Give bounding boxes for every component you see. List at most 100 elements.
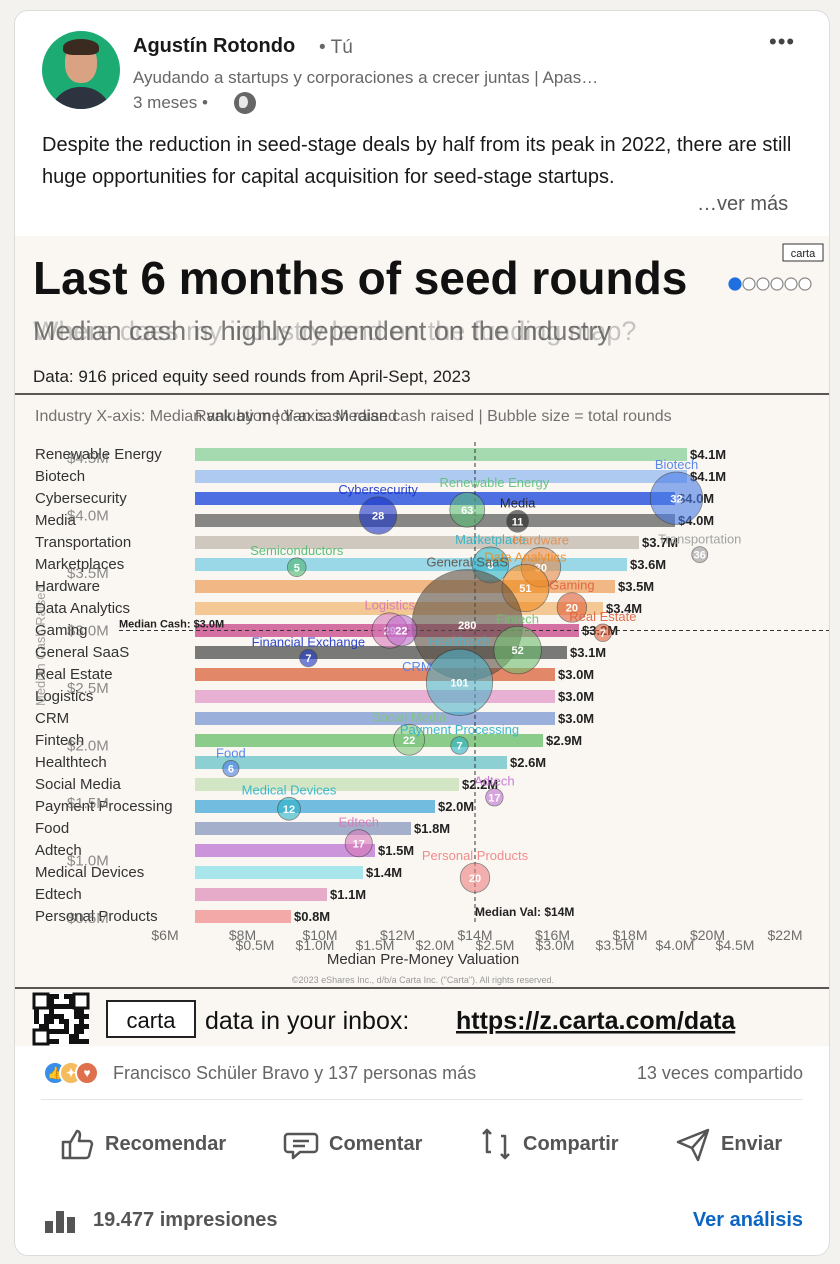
avatar-hair <box>63 39 99 55</box>
bar <box>195 668 555 681</box>
scatter-x-tick: $16M <box>535 927 570 943</box>
repost-icon <box>482 1128 510 1160</box>
bubble <box>344 829 373 858</box>
infographic-svg: carta Last 6 months of seed rounds Where… <box>15 243 829 1046</box>
post-text: Despite the reduction in seed-stage deal… <box>42 134 792 188</box>
carousel-pager[interactable] <box>728 277 812 291</box>
x-axis-title: Median Pre-Money Valuation <box>327 951 519 968</box>
bubble-industry-label: Financial Exchange <box>252 634 365 649</box>
recommend-button[interactable]: Recomendar <box>59 1123 226 1165</box>
repost-button[interactable]: Compartir <box>479 1123 619 1165</box>
bubble-count-label: 63 <box>461 505 473 517</box>
scatter-y-tick: $1.5M <box>67 795 109 812</box>
qr-module <box>84 1014 89 1019</box>
bubble-industry-label: Fintech <box>496 611 539 626</box>
bubble-count-label: 28 <box>372 511 384 523</box>
qr-module <box>69 1034 74 1039</box>
qr-code-icon <box>32 992 90 1046</box>
qr-module <box>49 1009 54 1014</box>
qr-module <box>59 1019 64 1024</box>
bubble <box>556 592 588 623</box>
bubble <box>593 623 613 642</box>
bar <box>195 800 435 813</box>
reaction-icons[interactable]: 👍 ✦ ♥ <box>43 1061 107 1087</box>
legend-line-a: Industry X-axis: Median valuation | Y-ax… <box>35 408 672 425</box>
bar-value-label: $2.0M <box>438 799 474 814</box>
qr-module <box>79 1019 84 1024</box>
scatter-y-tick: $2.0M <box>67 738 109 755</box>
pager-dot[interactable] <box>756 277 770 291</box>
bubble-industry-label: Renewable Energy <box>439 475 549 490</box>
bubble-count-label: 22 <box>403 735 415 747</box>
qr-module <box>74 1014 79 1019</box>
scatter-chart-layer: Median Cash: $3.0M Median Val: $14M $0.5M $… <box>33 442 829 943</box>
see-more-link[interactable]: …ver más <box>691 193 789 216</box>
bubble <box>393 723 426 756</box>
bar <box>195 470 687 483</box>
impressions-count: 19.477 impresiones <box>93 1209 278 1231</box>
love-icon: ♥ <box>75 1061 99 1085</box>
bubble <box>287 557 307 577</box>
median-cash-label: Median Cash: $3.0M <box>119 619 224 631</box>
qr-module <box>54 1004 59 1009</box>
bubble-count-label: 32 <box>670 493 682 505</box>
scatter-x-tick: $14M <box>457 927 492 943</box>
bar-x-tick: $1.5M <box>356 937 395 953</box>
pager-dot[interactable] <box>742 277 756 291</box>
bar-category-label: Renewable Energy <box>35 446 162 463</box>
bar <box>195 756 507 769</box>
send-label: Enviar <box>721 1132 783 1155</box>
repost-label: Compartir <box>523 1132 619 1155</box>
pager-dot[interactable] <box>784 277 798 291</box>
bar-x-tick: $2.5M <box>476 937 515 953</box>
bar-value-label: $1.5M <box>378 843 414 858</box>
bubble-industry-label: Real Estate <box>569 609 636 624</box>
bar-category-label: Biotech <box>35 468 85 485</box>
bubble-industry-label: General SaaS <box>426 555 508 570</box>
scatter-x-tick: $20M <box>690 927 725 943</box>
shares-count[interactable]: 13 veces compartido <box>636 1063 803 1083</box>
comment-button[interactable]: Comentar <box>283 1123 422 1165</box>
bubble-count-label: 17 <box>488 792 500 804</box>
bubble-industry-label: Social Media <box>372 709 447 724</box>
pager-dot[interactable] <box>798 277 812 291</box>
bar-value-label: $3.4M <box>606 601 642 616</box>
bubble <box>506 509 529 533</box>
pager-dot[interactable] <box>728 277 742 291</box>
send-button[interactable]: Enviar <box>675 1123 782 1165</box>
bar-category-label: Personal Products <box>35 908 158 925</box>
author-name[interactable]: Agustín Rotondo <box>133 35 296 57</box>
bar-category-label: Logistics <box>35 688 93 705</box>
qr-module <box>79 1024 84 1029</box>
view-analytics-link[interactable]: Ver análisis <box>692 1209 803 1231</box>
bar-category-label: Food <box>35 820 69 837</box>
bubble-count-label: 20 <box>469 873 481 885</box>
median-val-label: Median Val: $14M <box>475 905 574 919</box>
bubble-count-label: 7 <box>456 741 462 753</box>
more-horizontal-icon[interactable]: ••• <box>769 29 796 54</box>
reacted-by[interactable]: Francisco Schüler Bravo y 137 personas m… <box>113 1063 477 1083</box>
qr-module <box>44 1019 49 1024</box>
qr-finder <box>32 992 50 1010</box>
bar-category-label: Adtech <box>35 842 82 859</box>
bar-category-label: General SaaS <box>35 644 129 661</box>
scatter-y-axis-title: Median Cash Raised <box>33 585 48 706</box>
author-headline: Ayudando a startups y corporaciones a cr… <box>133 68 599 87</box>
infographic-image[interactable]: carta Last 6 months of seed rounds Where… <box>15 236 829 1046</box>
bar-value-label: $2.2M <box>462 777 498 792</box>
post-card: Agustín Rotondo • Tú Ayudando a startups… <box>14 10 830 1256</box>
footer-url[interactable]: https://z.carta.com/data <box>456 1007 736 1035</box>
bubble <box>359 496 398 535</box>
scatter-y-tick: $0.5M <box>67 910 109 927</box>
scatter-x-tick: $12M <box>380 927 415 943</box>
bubble <box>691 546 709 564</box>
bar-value-label: $3.6M <box>630 557 666 572</box>
qr-module <box>49 994 54 999</box>
bubble-industry-label: Food <box>216 745 246 760</box>
bar <box>195 778 459 791</box>
footer-brand: carta <box>127 1008 177 1033</box>
bar-category-label: Healthtech <box>35 754 107 771</box>
bar-value-label: $3.5M <box>618 579 654 594</box>
author-avatar[interactable] <box>42 31 120 109</box>
pager-dot[interactable] <box>770 277 784 291</box>
